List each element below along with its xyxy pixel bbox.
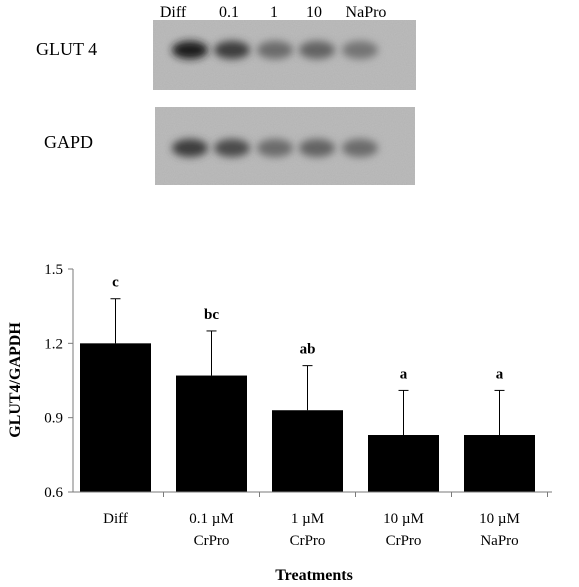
x-tick-label: CrPro (386, 533, 422, 549)
gapd-bands (172, 139, 378, 157)
x-tick-label: 10 µM (383, 511, 424, 527)
significance-label: bc (204, 307, 219, 323)
significance-label: c (112, 275, 119, 291)
lane-labels: Diff 0.1 1 10 NaPro (160, 4, 387, 21)
bar (80, 343, 151, 492)
bar (272, 410, 343, 492)
x-tick-label: NaPro (480, 533, 518, 549)
y-tick-label: 0.9 (44, 411, 63, 427)
blot-band (214, 41, 250, 59)
x-tick-label: 1 µM (291, 511, 324, 527)
blot-row-label-gapd: GAPD (44, 132, 93, 152)
bar (368, 435, 439, 492)
blot-band (172, 41, 208, 59)
x-tick-label: CrPro (290, 533, 326, 549)
significance-label: a (496, 366, 504, 382)
x-tick-label: 10 µM (479, 511, 520, 527)
bars (80, 343, 535, 492)
x-axis-label: Treatments (275, 567, 353, 584)
blot-band (257, 41, 293, 59)
significance-label: a (400, 366, 408, 382)
blot-band (299, 41, 335, 59)
y-tick-label: 1.2 (44, 336, 63, 352)
x-tick-label: 0.1 µM (189, 511, 233, 527)
lane-label: 1 (270, 4, 278, 21)
lane-label: Diff (160, 4, 187, 21)
x-ticks: Diff 0.1 µM CrPro 1 µM CrPro 10 µM CrPro 10 µM N… (103, 492, 548, 549)
significance-label: ab (300, 342, 316, 358)
y-tick-label: 0.6 (44, 485, 63, 501)
lane-label: 10 (306, 4, 322, 21)
significance-labels: c bc ab a a (112, 275, 504, 383)
blot-band (214, 139, 250, 157)
western-blot-panel: Diff 0.1 1 10 NaPro GLUT 4 GAPD (36, 4, 416, 185)
y-ticks: 0.6 0.9 1.2 1.5 (44, 262, 73, 501)
x-tick-label: Diff (103, 511, 128, 527)
blot-band (257, 139, 293, 157)
blot-band (172, 139, 208, 157)
y-axis-label: GLUT4/GAPDH (7, 322, 24, 438)
blot-band (342, 139, 378, 157)
y-tick-label: 1.5 (44, 262, 63, 278)
bar (464, 435, 535, 492)
bar-chart: c bc ab a a 0.6 0.9 1.2 1.5 Diff 0.1 µM CrPro 1 µM… (7, 262, 552, 584)
lane-label: 0.1 (219, 4, 239, 21)
blot-band (342, 41, 378, 59)
lane-label: NaPro (346, 4, 387, 21)
blot-row-label-glut4: GLUT 4 (36, 39, 97, 59)
blot-band (299, 139, 335, 157)
glut4-bands (172, 41, 378, 59)
error-bars (110, 298, 505, 436)
x-tick-label: CrPro (194, 533, 230, 549)
bar (176, 375, 247, 492)
